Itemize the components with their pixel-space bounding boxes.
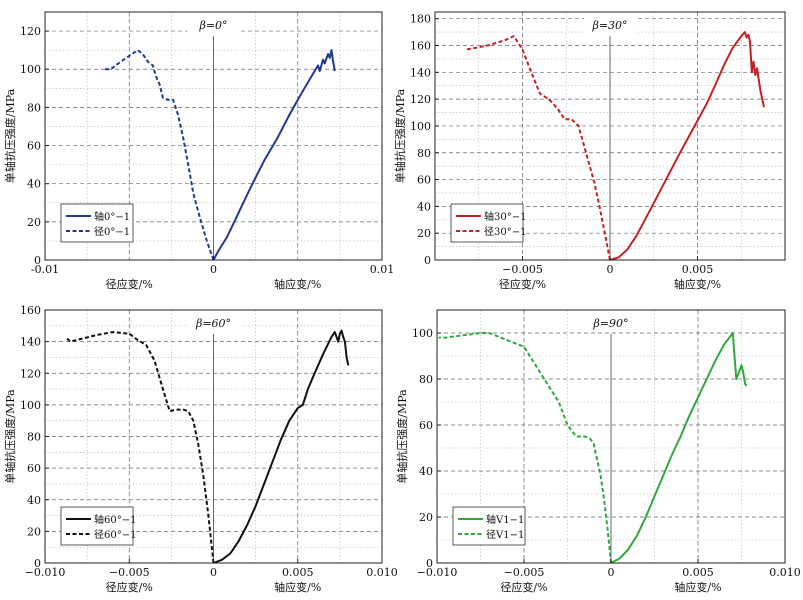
chart2-legend-entry: 轴30°−1: [484, 210, 526, 223]
chart-panel-4: β=90° 0 20 40 60 80 100 −0.010 −0.005 0 0.005 0.010…: [395, 309, 801, 594]
chart1-annotation-bg: [187, 16, 240, 34]
chart2-ytick-label: 120: [410, 93, 431, 106]
chart3-legend-box: [60, 506, 134, 546]
chart2-legend-entry: 径30°−1: [484, 225, 526, 238]
chart1-ytick-label: 20: [27, 216, 41, 229]
chart2-legend: 轴30°−1 径30°−1: [450, 203, 526, 243]
chart2-xlabel-radial: 径应变/%: [499, 277, 546, 291]
chart-panel-3: β=60° 0 20 40 60 80 100 120 140 160 −0.010 −0.005 0 0…: [3, 304, 398, 594]
chart-panel-2: β=30° 0 20 40 60 80 100 120 140 160 180 −0.005 0 0.00…: [393, 11, 786, 291]
chart2-ytick-label: 80: [417, 147, 431, 160]
chart1-legend-entry: 径0°−1: [94, 225, 130, 238]
chart1-ytick-label: 60: [27, 140, 41, 153]
chart3-ytick-label: 120: [20, 367, 41, 380]
chart1-angle-annotation: β=0°: [198, 19, 227, 32]
chart4-legend-entry: 径V1−1: [486, 528, 524, 541]
chart1-legend-box: [60, 203, 134, 243]
chart2-angle-annotation: β=30°: [591, 19, 627, 32]
chart2-ylabel: 单轴抗压强度/MPa: [393, 88, 407, 183]
chart3-series-axial-line: [213, 329, 350, 564]
chart4-ytick-label: 100: [412, 327, 433, 340]
chart2-ytick-label: 180: [410, 13, 431, 26]
chart3-ytick-label: 20: [27, 525, 41, 538]
chart1-xlabel-axial: 轴应变/%: [274, 277, 321, 291]
chart3-ytick-label: 160: [20, 304, 41, 317]
chart3-ylabel: 单轴抗压强度/MPa: [3, 389, 17, 484]
chart4-ytick-label: 20: [419, 511, 433, 524]
chart2-ytick-label: 160: [410, 40, 431, 53]
chart4-ytick-label: 60: [419, 419, 433, 432]
chart4-ytick-label: 80: [419, 373, 433, 386]
chart4-legend: 轴V1−1 径V1−1: [452, 506, 526, 546]
chart2-xtick-label: −0.005: [502, 263, 543, 276]
chart4-series-radial-line: [438, 332, 612, 564]
chart3-xlabel-radial: 径应变/%: [106, 580, 153, 594]
chart2-legend-box: [450, 203, 524, 243]
chart2-ytick-label: 140: [410, 66, 431, 79]
chart1-series-radial-line: [102, 49, 215, 261]
chart2-ytick-label: 20: [417, 227, 431, 240]
chart1-xtick-label: -0.01: [31, 263, 59, 276]
chart3-ytick-label: 60: [27, 462, 41, 475]
chart2-ytick-label: 100: [410, 120, 431, 133]
chart4-legend-box: [452, 506, 526, 546]
chart3-ytick-label: 80: [27, 431, 41, 444]
chart3-ytick-label: 40: [27, 494, 41, 507]
chart3-xtick-label: 0: [210, 566, 217, 579]
chart3-xtick-label: 0.010: [366, 566, 398, 579]
chart1-ytick-label: 80: [27, 101, 41, 114]
chart3-legend-entry: 轴60°−1: [94, 513, 136, 526]
chart1-legend-entry: 轴0°−1: [94, 210, 130, 223]
chart2-series-axial-line: [609, 31, 765, 261]
chart2-series-radial-line: [466, 35, 611, 261]
chart4-xtick-label: 0: [608, 566, 615, 579]
chart4-xtick-label: 0.010: [769, 566, 801, 579]
chart3-legend-entry: 径60°−1: [94, 528, 136, 541]
chart2-ytick-label: 40: [417, 200, 431, 213]
chart3-xtick-label: −0.010: [25, 566, 66, 579]
chart3-ytick-label: 140: [20, 336, 41, 349]
chart3-angle-annotation: β=60°: [195, 317, 231, 330]
chart3-legend: 轴60°−1 径60°−1: [60, 506, 136, 546]
chart2-ytick-label: 0: [424, 254, 431, 267]
chart3-xtick-label: −0.005: [109, 566, 150, 579]
chart2-ytick-label: 60: [417, 174, 431, 187]
chart2-xtick-label: 0: [607, 263, 614, 276]
chart4-xtick-label: −0.005: [504, 566, 545, 579]
chart3-ytick-label: 100: [20, 399, 41, 412]
chart2-annotation-bg: [584, 16, 636, 34]
chart4-xlabel-radial: 径应变/%: [500, 580, 547, 594]
chart4-annotation-bg: [585, 314, 637, 332]
chart1-legend: 轴0°−1 径0°−1: [60, 203, 134, 243]
chart2-xtick-label: 0.005: [682, 263, 714, 276]
chart1-ytick-label: 0: [34, 254, 41, 267]
chart4-angle-annotation: β=90°: [592, 317, 628, 330]
chart1-ytick-label: 120: [20, 25, 41, 38]
chart3-xlabel-axial: 轴应变/%: [274, 580, 321, 594]
chart4-ylabel: 单轴抗压强度/MPa: [395, 389, 409, 484]
chart3-ytick-label: 0: [34, 557, 41, 570]
chart1-xtick-label: 0.01: [370, 263, 395, 276]
chart3-xtick-label: 0.005: [282, 566, 314, 579]
chart1-xlabel-radial: 径应变/%: [106, 277, 153, 291]
chart2-xlabel-axial: 轴应变/%: [674, 277, 721, 291]
chart4-xtick-label: 0.005: [682, 566, 714, 579]
chart3-series-radial-line: [64, 331, 215, 564]
chart3-annotation-bg: [187, 314, 240, 332]
chart1-ylabel: 单轴抗压强度/MPa: [3, 88, 17, 183]
chart4-xlabel-axial: 轴应变/%: [674, 580, 721, 594]
chart4-ytick-label: 0: [426, 557, 433, 570]
chart4-series-axial-line: [610, 332, 748, 564]
chart1-ytick-label: 40: [27, 178, 41, 191]
chart1-ytick-label: 100: [20, 63, 41, 76]
chart1-series-axial-line: [212, 49, 336, 261]
chart1-xtick-label: 0: [210, 263, 217, 276]
chart4-xtick-label: −0.010: [417, 566, 458, 579]
chart4-ytick-label: 40: [419, 465, 433, 478]
chart4-legend-entry: 轴V1−1: [486, 513, 524, 526]
